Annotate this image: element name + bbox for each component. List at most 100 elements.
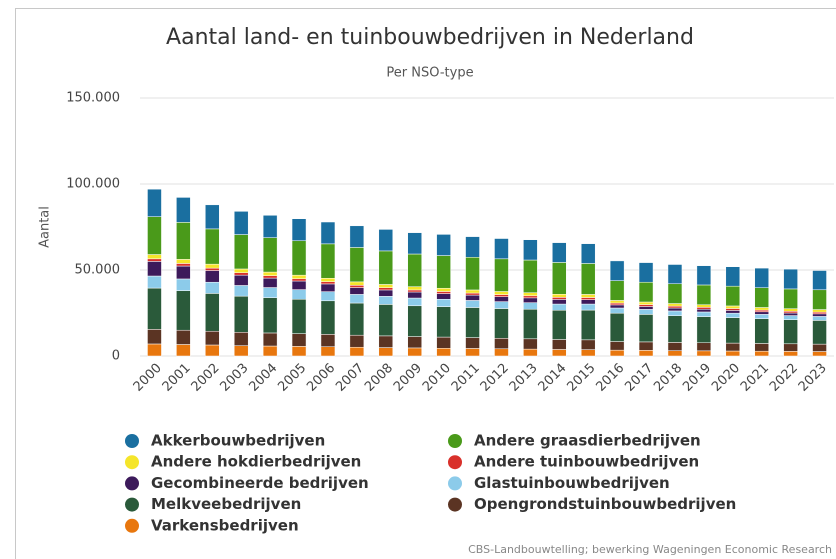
bar-segment — [783, 343, 798, 352]
bar-segment — [580, 299, 596, 305]
bar-segment — [754, 314, 769, 319]
bar-segment — [378, 335, 394, 348]
bar-segment — [812, 270, 827, 291]
legend-marker — [125, 476, 139, 491]
bar-segment — [349, 225, 365, 248]
bar-segment — [205, 330, 220, 346]
bar-segment — [378, 296, 394, 305]
bar-segment — [291, 280, 307, 290]
bar-segment — [638, 304, 654, 307]
bar-segment — [465, 307, 480, 338]
bar-segment — [638, 314, 654, 343]
bar-segment — [523, 297, 538, 303]
bar-segment — [262, 271, 278, 276]
legend-marker — [125, 518, 139, 533]
bar-segment — [494, 238, 509, 260]
chart-subtitle: Per NSO-type — [386, 66, 473, 81]
bar-segment — [176, 290, 191, 331]
legend-label: Andere tuinbouwbedrijven — [474, 453, 699, 471]
bar-segment — [320, 300, 336, 335]
bar-segment — [783, 315, 798, 320]
bar-segment — [667, 350, 683, 357]
bar-segment — [754, 307, 769, 311]
legend-marker — [448, 434, 462, 448]
bar-segment — [696, 316, 712, 344]
bar-segment — [176, 197, 191, 223]
bar-segment — [262, 332, 278, 347]
legend-label: Akkerbouwbedrijven — [151, 432, 325, 450]
bar-segment — [291, 278, 307, 282]
bar-segment — [523, 239, 538, 261]
bar-segment — [725, 342, 741, 352]
bar-segment — [552, 242, 567, 263]
bar-segment — [436, 336, 451, 349]
bar-segment — [291, 218, 307, 242]
legend-label: Opengrondstuinbouwbedrijven — [474, 495, 736, 513]
bar-segment — [349, 346, 365, 357]
source-note: CBS-Landbouwtelling; bewerking Wageninge… — [468, 543, 832, 556]
bar-segment — [552, 297, 567, 300]
bar-segment — [465, 337, 480, 349]
bar-segment — [436, 298, 451, 307]
bar-segment — [580, 263, 596, 295]
bar-segment — [667, 307, 683, 312]
y-tick-label: 100.000 — [66, 177, 120, 192]
bar-segment — [580, 297, 596, 300]
bar-segment — [291, 240, 307, 276]
bar-segment — [291, 289, 307, 300]
bar-segment — [407, 232, 422, 255]
bar-segment — [436, 291, 451, 294]
bar-segment — [638, 306, 654, 310]
bar-segment — [812, 316, 827, 321]
bar-segment — [580, 309, 596, 341]
bar-segment — [494, 338, 509, 350]
bar-segment — [147, 216, 162, 255]
bar-segment — [262, 287, 278, 298]
bar-segment — [494, 294, 509, 297]
bar-segment — [754, 287, 769, 308]
bar-segment — [552, 339, 567, 350]
bar-segment — [205, 344, 220, 357]
bar-segment — [436, 287, 451, 292]
bar-segment — [494, 291, 509, 295]
bar-segment — [262, 297, 278, 334]
bar-segment — [320, 278, 336, 282]
bar-segment — [205, 228, 220, 265]
bar-segment — [147, 343, 162, 357]
bar-segment — [725, 317, 741, 344]
bar-segment — [552, 299, 567, 305]
bar-segment — [407, 286, 422, 291]
legend-marker — [448, 497, 462, 512]
bar-segment — [638, 350, 654, 357]
bar-segment — [378, 229, 394, 252]
bar-segment — [609, 302, 625, 306]
bar-segment — [205, 293, 220, 332]
bar-segment — [176, 329, 191, 345]
bar-segment — [812, 351, 827, 357]
bar-segment — [552, 294, 567, 298]
bar-segment — [349, 302, 365, 336]
bar-segment — [494, 348, 509, 357]
bar-segment — [233, 345, 249, 357]
bar-segment — [523, 259, 538, 293]
bar-segment — [609, 260, 625, 281]
bar-segment — [812, 320, 827, 345]
bar-segment — [436, 306, 451, 338]
bar-segment — [262, 345, 278, 357]
bar-segment — [465, 300, 480, 308]
bar-segment — [378, 284, 394, 288]
bar-segment — [407, 336, 422, 349]
bar-segment — [754, 311, 769, 315]
bar-segment — [523, 295, 538, 299]
bar-segment — [609, 312, 625, 342]
bar-segment — [320, 221, 336, 245]
bar-segment — [754, 309, 769, 313]
bar-segment — [205, 270, 220, 283]
bar-segment — [494, 308, 509, 339]
bar-segment — [783, 288, 798, 309]
bar-segment — [320, 334, 336, 347]
bar-segment — [580, 294, 596, 298]
bar-segment — [176, 278, 191, 291]
bar-segment — [233, 211, 249, 235]
bar-segment — [349, 285, 365, 288]
